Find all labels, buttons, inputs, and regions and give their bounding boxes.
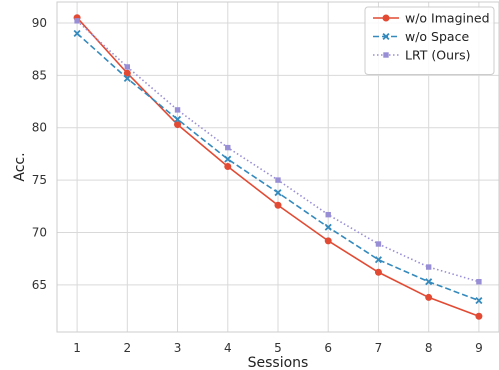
data-point xyxy=(374,268,382,276)
data-point xyxy=(274,201,282,209)
data-point xyxy=(174,121,182,129)
data-point xyxy=(425,293,433,301)
data-point xyxy=(324,223,332,231)
data-point xyxy=(123,69,131,77)
y-tick-label: 80 xyxy=(32,121,47,135)
data-point xyxy=(325,211,331,218)
y-tick-labels: 65 70 75 80 85 90 xyxy=(32,16,47,292)
data-point xyxy=(123,74,131,83)
x-tick-label: 3 xyxy=(174,341,182,355)
legend-label: LRT (Ours) xyxy=(405,48,471,63)
series-group xyxy=(73,14,483,320)
data-point xyxy=(275,177,281,183)
series-1 xyxy=(73,29,483,305)
legend-label: w/o Space xyxy=(405,29,469,44)
x-tick-label: 2 xyxy=(123,341,131,355)
legend-marker xyxy=(383,52,389,58)
y-tick-label: 70 xyxy=(32,225,47,239)
legend-item: w/o Imagined xyxy=(373,11,490,26)
y-tick-label: 65 xyxy=(32,278,47,292)
legend-label: w/o Imagined xyxy=(405,11,490,26)
legend: w/o Imagined w/o Space LRT (Ours) xyxy=(364,6,495,75)
plot-frame xyxy=(56,1,499,333)
x-tick-label: 6 xyxy=(324,341,332,355)
legend-item: w/o Space xyxy=(373,29,469,44)
x-tick-label: 7 xyxy=(375,341,383,355)
data-point xyxy=(375,241,382,247)
data-point xyxy=(425,264,432,270)
x-tick-label: 9 xyxy=(475,341,483,355)
data-point xyxy=(73,29,81,37)
y-axis-label: Acc. xyxy=(12,152,28,181)
data-point xyxy=(274,189,282,197)
y-tick-label: 85 xyxy=(32,68,47,82)
x-tick-labels: 1 2 3 4 5 6 7 8 9 xyxy=(73,341,482,355)
series-2 xyxy=(74,18,482,285)
x-tick-label: 8 xyxy=(425,341,433,355)
data-point xyxy=(476,279,482,285)
legend-item: LRT (Ours) xyxy=(373,48,471,63)
data-point xyxy=(174,115,182,123)
y-tick-label: 75 xyxy=(32,173,47,187)
data-point xyxy=(374,256,382,264)
series-0 xyxy=(73,14,483,320)
data-point xyxy=(475,297,483,305)
x-axis-label: Sessions xyxy=(248,355,309,370)
data-point xyxy=(74,18,80,24)
x-tick-label: 5 xyxy=(274,341,282,355)
grid xyxy=(57,2,499,332)
data-point xyxy=(475,312,483,320)
data-point xyxy=(224,155,232,163)
data-point xyxy=(324,237,332,245)
data-point xyxy=(124,64,131,70)
x-tick-label: 4 xyxy=(224,341,232,355)
data-point xyxy=(224,162,232,170)
data-point xyxy=(174,107,181,113)
legend-marker xyxy=(382,14,390,22)
y-tick-label: 90 xyxy=(32,16,47,30)
legend-box xyxy=(364,6,495,75)
x-tick-label: 1 xyxy=(73,341,81,355)
data-point xyxy=(225,144,231,151)
legend-marker xyxy=(382,32,390,41)
data-point xyxy=(425,278,433,286)
